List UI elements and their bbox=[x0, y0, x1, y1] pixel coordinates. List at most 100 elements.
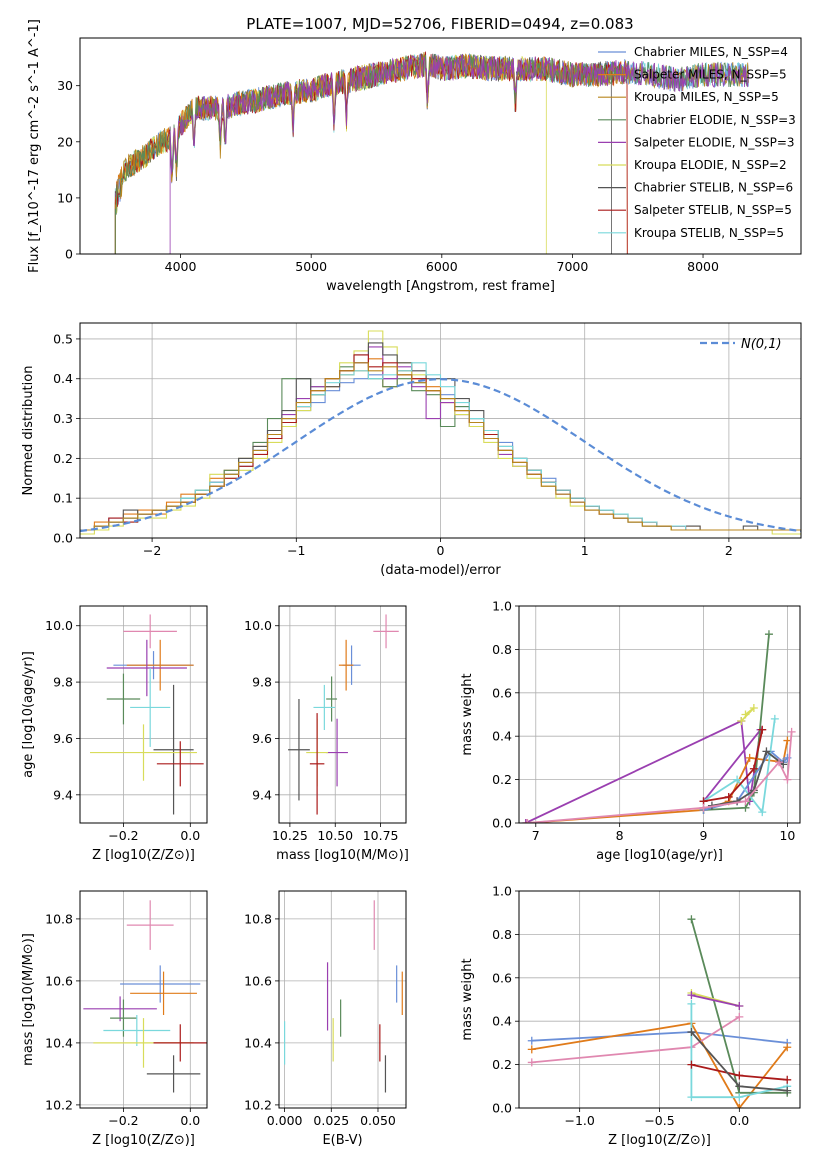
y-tick-label: 9.6 bbox=[53, 731, 73, 746]
legend-entry: Kroupa MILES, N_SSP=5 bbox=[634, 90, 779, 104]
weight-point-marker bbox=[735, 1093, 744, 1102]
weight-point-marker bbox=[783, 1043, 792, 1052]
y-tick-label: 0.6 bbox=[492, 685, 512, 700]
weight-point-marker bbox=[783, 1086, 792, 1095]
y-tick-label: 10.4 bbox=[45, 1035, 73, 1050]
weight-point-marker bbox=[687, 999, 696, 1008]
y-tick-label: 0.8 bbox=[492, 642, 512, 657]
y-tick-label: 9.8 bbox=[53, 675, 73, 690]
legend-entry: Chabrier STELIB, N_SSP=6 bbox=[634, 181, 793, 195]
weight-series-line bbox=[703, 729, 764, 803]
weight-series-line bbox=[527, 731, 793, 823]
weight-point-marker bbox=[775, 758, 784, 767]
axes-frame bbox=[79, 322, 802, 539]
x-tick-label: 7000 bbox=[557, 259, 589, 274]
weight-point-marker bbox=[687, 915, 696, 924]
x-axis-label: wavelength [Angstrom, rest frame] bbox=[326, 279, 555, 294]
weight-point-marker bbox=[758, 725, 767, 734]
weight-point-marker bbox=[758, 808, 767, 817]
axes-frame bbox=[518, 890, 801, 1109]
y-tick-label: 0.0 bbox=[492, 816, 512, 831]
x-tick-label: 10.50 bbox=[317, 828, 353, 843]
plot-area bbox=[527, 915, 792, 1108]
x-tick-label: 8000 bbox=[687, 259, 719, 274]
weight-point-marker bbox=[770, 714, 779, 723]
weight-point-marker bbox=[699, 803, 708, 812]
x-tick-label: 1 bbox=[581, 543, 589, 558]
weight-point-marker bbox=[521, 819, 530, 823]
x-axis-label: Z [log10(Z/Z⊙)] bbox=[608, 1133, 711, 1148]
y-tick-label: 9.4 bbox=[53, 787, 73, 802]
y-axis-label: Normed distribution bbox=[21, 366, 36, 496]
axes-frame bbox=[79, 605, 208, 824]
x-tick-label: −0.5 bbox=[644, 1113, 674, 1128]
y-tick-label: 0.2 bbox=[492, 772, 512, 787]
y-tick-label: 0.0 bbox=[492, 1101, 512, 1116]
plot-area bbox=[80, 330, 801, 535]
axes-frame bbox=[79, 890, 208, 1109]
x-axis-label: Z [log10(Z/Z⊙)] bbox=[92, 1133, 195, 1148]
weight-point-marker bbox=[687, 991, 696, 1000]
legend-entry: Salpeter MILES, N_SSP=5 bbox=[634, 68, 787, 82]
y-tick-label: 0.4 bbox=[492, 729, 512, 744]
weight-point-marker bbox=[527, 1036, 536, 1045]
x-tick-label: −0.2 bbox=[108, 828, 138, 843]
weight-point-marker bbox=[735, 1082, 744, 1091]
y-tick-label: 0.4 bbox=[492, 1014, 512, 1029]
x-tick-label: 0 bbox=[437, 543, 445, 558]
weight-point-marker bbox=[764, 630, 773, 639]
x-tick-label: −0.2 bbox=[108, 1113, 138, 1128]
y-tick-label: 0.1 bbox=[53, 491, 73, 506]
panel-z-vs-age: −0.2 0.0 9.4 9.6 9.8 10.0 Z [log10(Z/Z⊙)] age [… bbox=[21, 605, 208, 863]
weight-point-marker bbox=[749, 703, 758, 712]
x-tick-label: 0.050 bbox=[360, 1113, 396, 1128]
y-axis-label: mass weight bbox=[460, 958, 475, 1040]
weight-series-line bbox=[690, 1003, 788, 1099]
x-tick-label: 5000 bbox=[295, 259, 327, 274]
weight-point-marker bbox=[783, 1075, 792, 1084]
x-tick-label: 0.025 bbox=[313, 1113, 349, 1128]
weight-point-marker bbox=[527, 1058, 536, 1067]
x-tick-label: 0.000 bbox=[267, 1113, 303, 1128]
x-tick-label: 8 bbox=[616, 828, 624, 843]
x-axis-label: mass [log10(M/M⊙)] bbox=[276, 848, 409, 863]
y-tick-label: 1.0 bbox=[492, 599, 512, 614]
weight-point-marker bbox=[783, 775, 792, 784]
weight-point-marker bbox=[741, 797, 750, 806]
weight-point-marker bbox=[735, 1012, 744, 1021]
weight-series-line bbox=[703, 634, 770, 811]
y-tick-label: 10.8 bbox=[45, 911, 73, 926]
weight-point-marker bbox=[687, 1093, 696, 1102]
weight-point-marker bbox=[735, 1071, 744, 1080]
axes-frame bbox=[518, 605, 801, 824]
y-tick-label: 10.0 bbox=[244, 618, 272, 633]
panel-mass-vs-age: 10.25 10.50 10.75 9.4 9.6 9.8 10.0 mass [log10(… bbox=[244, 605, 409, 863]
panel-age-vs-weight: 7 8 9 10 0.0 0.2 0.4 0.6 0.8 1.0 age [log10(age/yr… bbox=[460, 599, 801, 863]
y-tick-label: 0.5 bbox=[53, 331, 73, 346]
x-tick-label: 7 bbox=[532, 828, 540, 843]
y-axis-label: mass weight bbox=[460, 673, 475, 755]
weight-point-marker bbox=[762, 747, 771, 756]
weight-point-marker bbox=[687, 1060, 696, 1069]
y-tick-label: 10.2 bbox=[244, 1097, 272, 1112]
x-tick-label: 10.75 bbox=[363, 828, 399, 843]
weight-point-marker bbox=[787, 727, 796, 736]
weight-point-marker bbox=[749, 764, 758, 773]
x-tick-label: 4000 bbox=[165, 259, 197, 274]
plot-area bbox=[284, 900, 403, 1093]
weight-point-marker bbox=[737, 717, 746, 726]
y-tick-label: 9.6 bbox=[252, 731, 272, 746]
y-tick-label: 10.0 bbox=[45, 618, 73, 633]
panel-z-vs-weight: −1.0 −0.5 0.0 0.0 0.2 0.4 0.6 0.8 1.0 Z [log10(Z/… bbox=[460, 884, 801, 1148]
weight-point-marker bbox=[527, 1045, 536, 1054]
plot-area bbox=[90, 614, 204, 815]
x-tick-label: −2 bbox=[143, 543, 161, 558]
x-tick-label: −1 bbox=[287, 543, 305, 558]
y-tick-label: 0.4 bbox=[53, 371, 73, 386]
y-tick-label: 0.0 bbox=[53, 531, 73, 546]
x-tick-label: 10 bbox=[779, 828, 795, 843]
plot-area bbox=[83, 900, 207, 1093]
y-tick-label: 0 bbox=[65, 247, 73, 262]
y-tick-label: 9.8 bbox=[252, 675, 272, 690]
